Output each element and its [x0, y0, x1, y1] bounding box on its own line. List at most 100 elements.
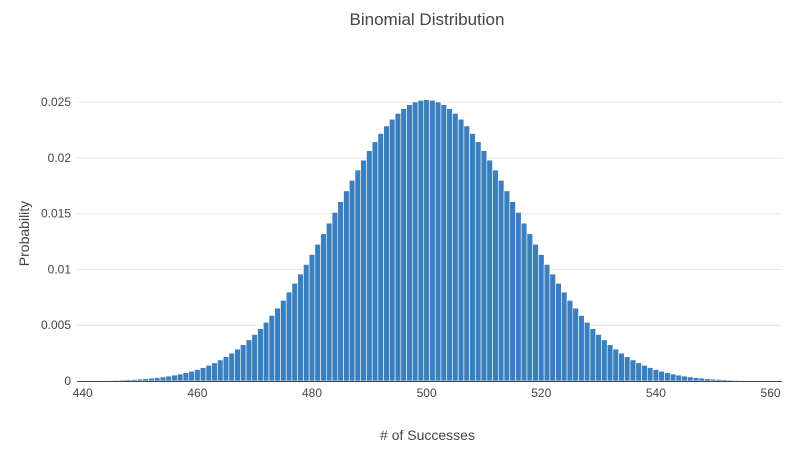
bar — [372, 142, 378, 381]
bar — [527, 234, 533, 381]
bar — [687, 377, 693, 381]
bar — [143, 379, 149, 381]
bar-series — [74, 100, 785, 381]
bar — [315, 244, 321, 381]
bar — [326, 223, 332, 381]
bar — [389, 119, 395, 381]
bar — [338, 202, 344, 381]
bar — [217, 360, 223, 381]
bar — [665, 373, 671, 381]
bar — [378, 133, 384, 381]
bar — [177, 374, 183, 381]
bar — [160, 377, 166, 381]
bar — [642, 365, 648, 381]
bar — [280, 300, 286, 381]
bar — [533, 244, 539, 381]
bar — [590, 329, 596, 381]
y-tick-label: 0.015 — [41, 207, 71, 221]
bar — [321, 234, 327, 381]
bar — [447, 109, 453, 381]
bar — [498, 180, 504, 381]
bar — [137, 379, 143, 381]
bar — [573, 308, 579, 381]
bar — [716, 379, 722, 381]
x-axis-label: # of Successes — [380, 427, 475, 443]
bar — [114, 380, 120, 381]
bar — [515, 212, 521, 381]
bar — [693, 378, 699, 381]
bar — [538, 255, 544, 381]
bar — [349, 180, 355, 381]
bar — [103, 380, 109, 381]
bar — [206, 365, 212, 381]
y-tick-label: 0.01 — [48, 262, 72, 276]
bar — [475, 142, 481, 381]
bar — [613, 349, 619, 381]
y-tick-label: 0.02 — [48, 151, 72, 165]
bar — [699, 378, 705, 381]
y-tick-label: 0 — [64, 374, 71, 388]
bar — [246, 340, 252, 381]
bar — [361, 160, 367, 381]
bar — [435, 102, 441, 381]
bar — [601, 340, 607, 381]
bar — [653, 370, 659, 381]
bar — [493, 170, 499, 381]
bar — [487, 160, 493, 381]
bar — [166, 376, 172, 381]
bar — [355, 170, 361, 381]
bar — [395, 113, 401, 381]
bar — [710, 379, 716, 381]
bar — [412, 102, 418, 381]
bar — [344, 191, 350, 381]
bar — [481, 151, 487, 381]
x-tick-label: 440 — [73, 386, 93, 400]
bar — [252, 334, 258, 381]
bar — [510, 202, 516, 381]
bar — [607, 345, 613, 381]
bar — [240, 345, 246, 381]
bar — [430, 100, 436, 381]
y-axis-label: Probability — [16, 201, 32, 266]
bar — [728, 380, 734, 381]
bar — [619, 353, 625, 381]
y-tick-label: 0.025 — [41, 95, 71, 109]
bar — [676, 375, 682, 381]
bar — [286, 292, 292, 381]
bar — [464, 126, 470, 381]
bar — [561, 292, 567, 381]
bar — [332, 212, 338, 381]
bar — [722, 380, 728, 381]
bar — [544, 264, 550, 381]
bar — [418, 100, 424, 381]
bar — [200, 368, 206, 381]
x-tick-label: 480 — [302, 386, 322, 400]
bar — [424, 100, 430, 381]
bar — [579, 315, 585, 381]
bar — [298, 274, 304, 381]
bar — [109, 380, 115, 381]
bar — [126, 380, 132, 381]
bar — [120, 380, 126, 381]
bar — [275, 308, 281, 381]
bar — [458, 119, 464, 381]
bar — [441, 105, 447, 381]
bar — [303, 264, 309, 381]
bar — [384, 126, 390, 381]
bar — [131, 379, 137, 381]
bar — [647, 368, 653, 381]
bar — [659, 371, 665, 381]
bar — [596, 334, 602, 381]
x-tick-label: 560 — [761, 386, 781, 400]
bar — [292, 283, 298, 381]
bar — [183, 373, 189, 381]
bar — [624, 357, 630, 381]
bar — [470, 133, 476, 381]
bar — [229, 353, 235, 381]
bar — [745, 380, 751, 381]
bar — [584, 322, 590, 381]
